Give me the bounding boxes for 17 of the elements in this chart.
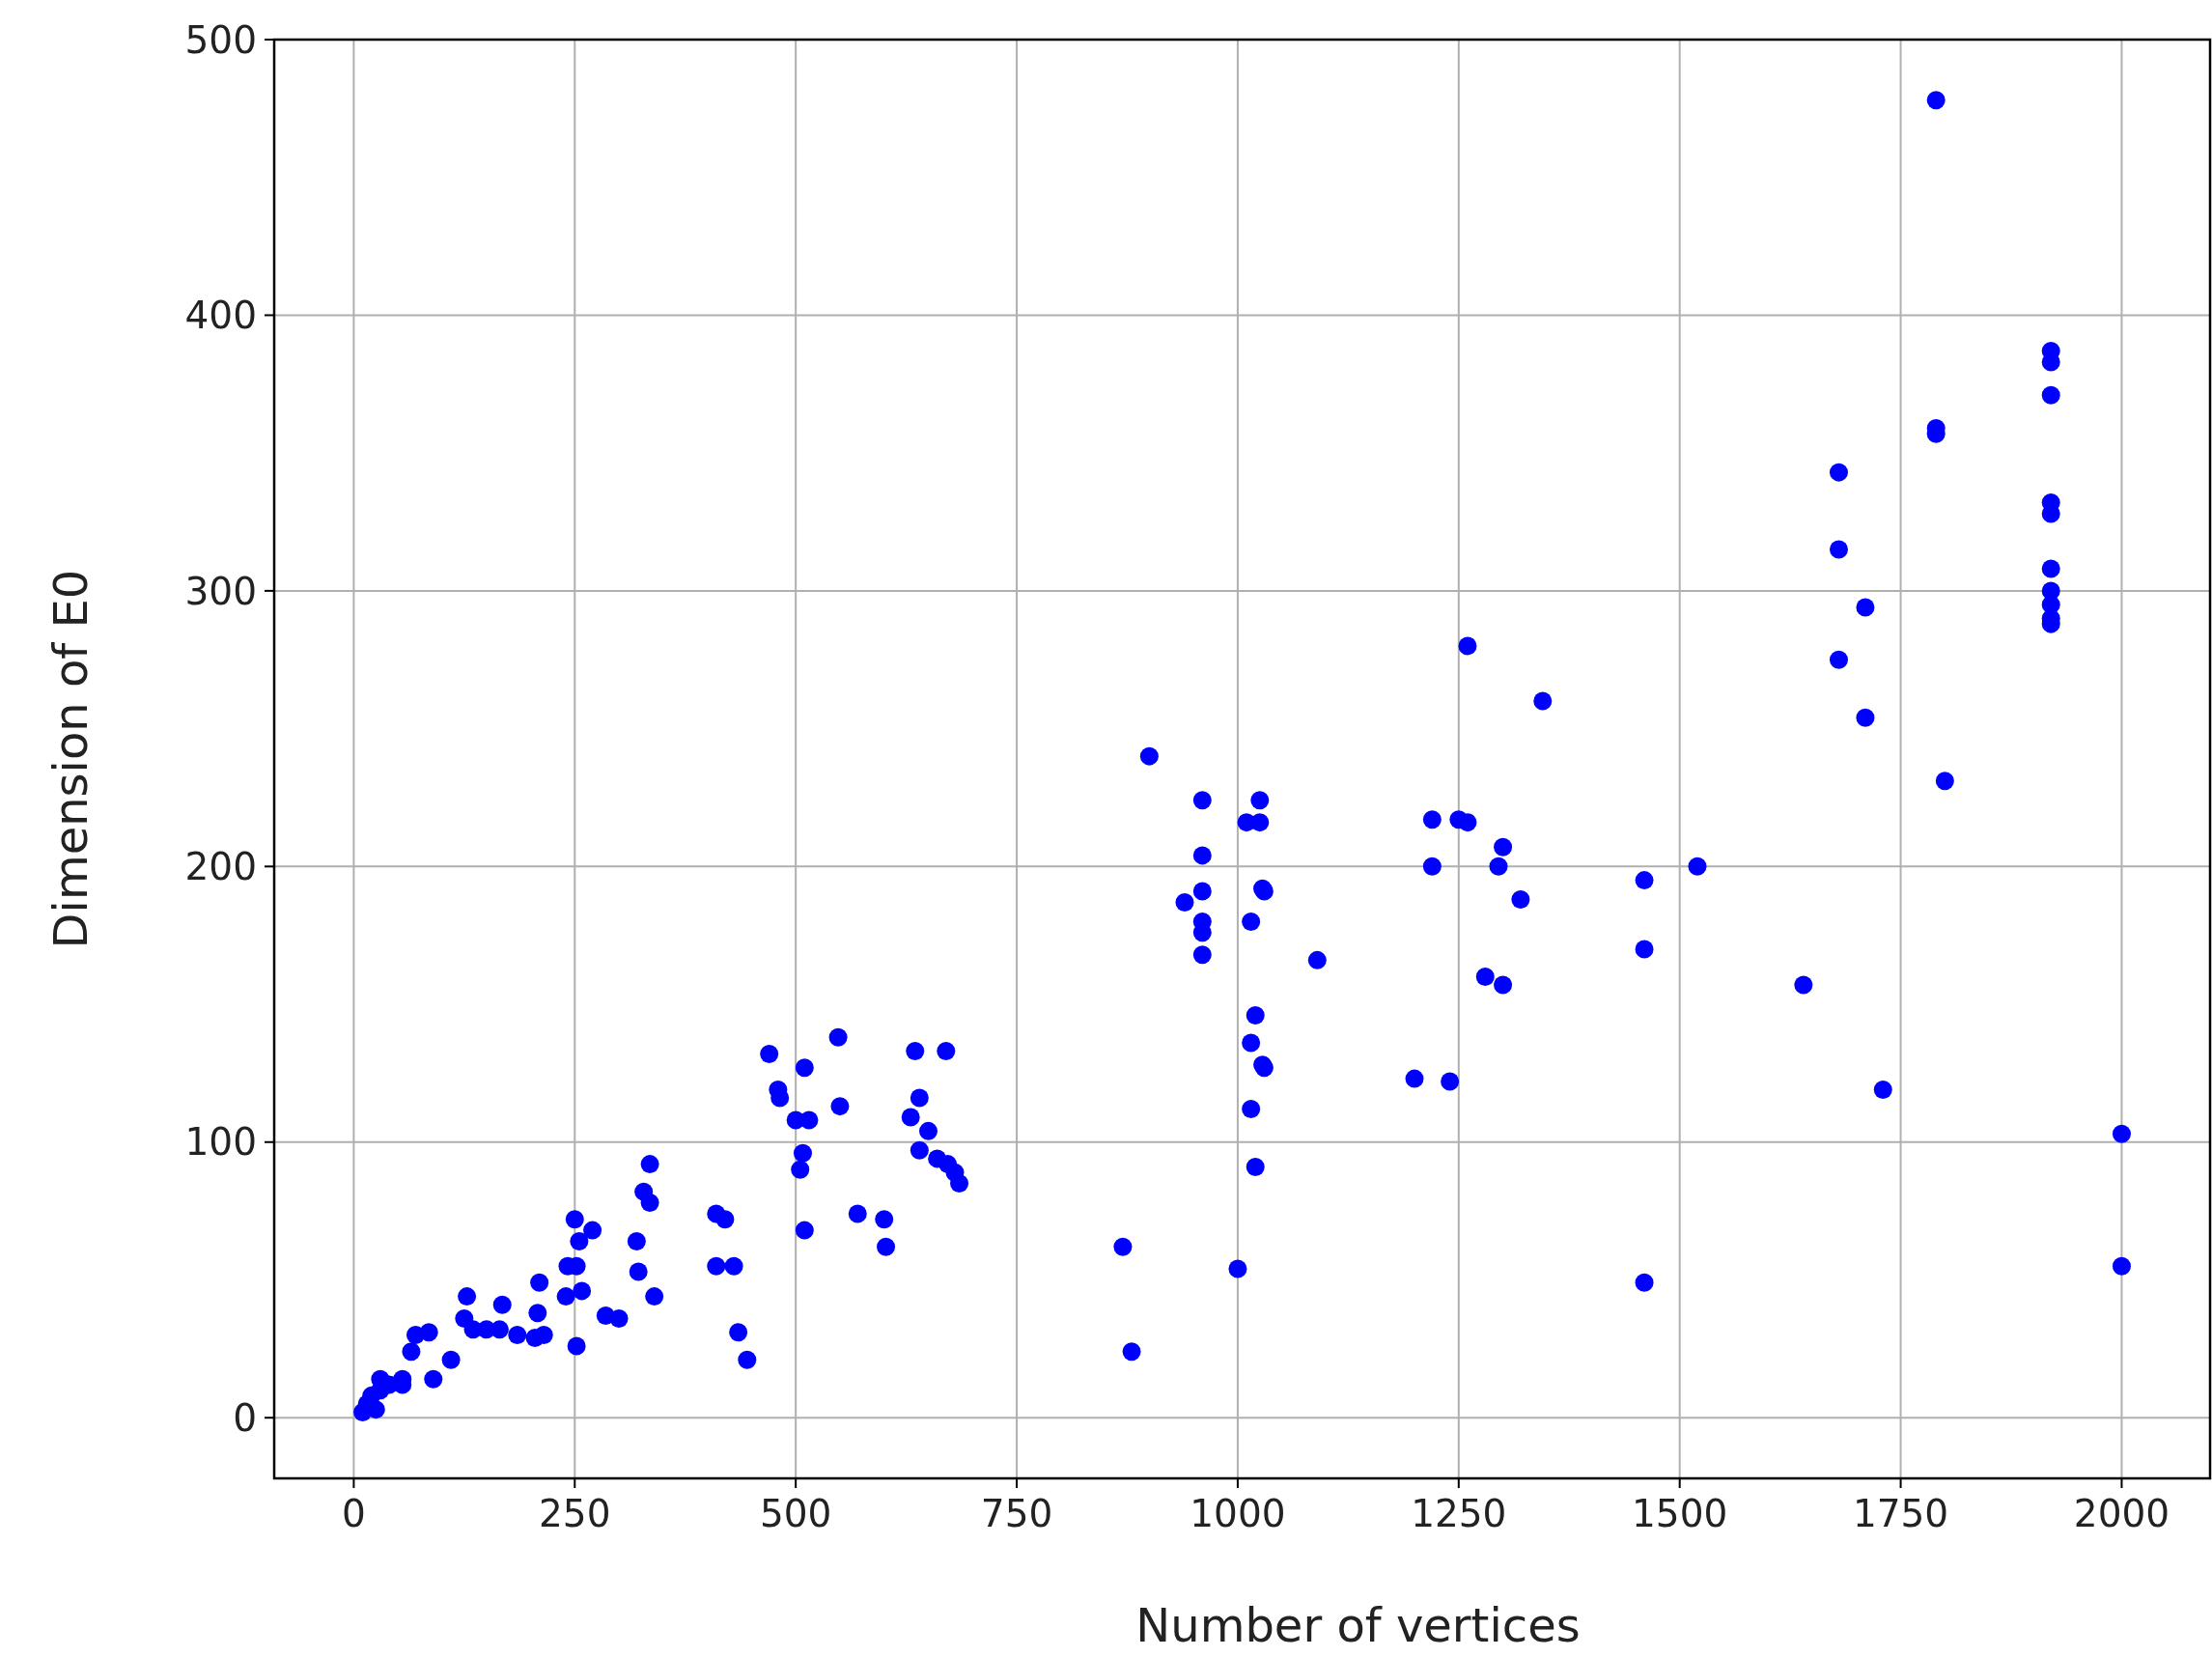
y-tick-label: 400 xyxy=(184,294,257,338)
x-tick-label: 1750 xyxy=(1852,1492,1949,1535)
y-tick-label: 200 xyxy=(184,844,257,888)
x-tick-label: 500 xyxy=(759,1492,832,1535)
x-tick-label: 1500 xyxy=(1632,1492,1728,1535)
y-tick-label: 500 xyxy=(184,17,257,62)
x-tick-label: 1250 xyxy=(1411,1492,1507,1535)
y-tick-label: 300 xyxy=(184,569,257,613)
x-tick-label: 0 xyxy=(341,1492,366,1535)
x-tick-label: 2000 xyxy=(2073,1492,2170,1535)
y-tick-label: 100 xyxy=(184,1120,257,1165)
x-tick-label: 250 xyxy=(539,1492,611,1535)
y-tick-label: 0 xyxy=(233,1395,257,1440)
x-tick-label: 750 xyxy=(980,1492,1053,1535)
x-axis-title: Number of vertices xyxy=(1135,1598,1581,1652)
x-tick-label: 1000 xyxy=(1190,1492,1286,1535)
y-axis-title: Dimension of E0 xyxy=(43,569,98,949)
